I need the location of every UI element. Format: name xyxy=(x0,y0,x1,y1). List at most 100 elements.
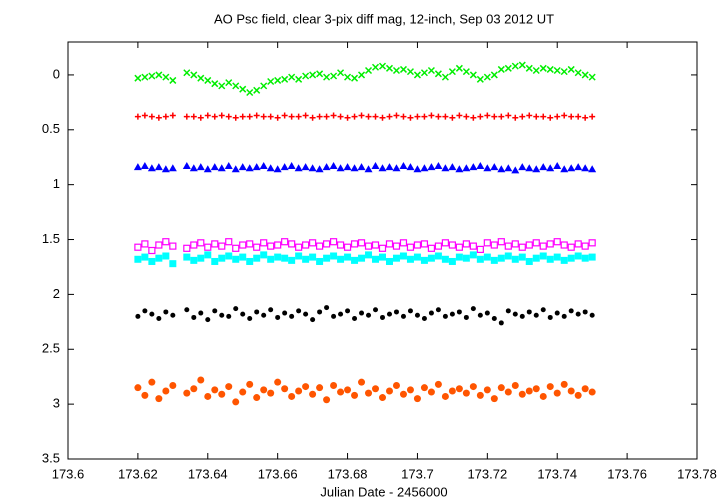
point xyxy=(420,69,428,77)
point xyxy=(309,390,317,398)
point xyxy=(484,112,491,119)
point xyxy=(135,313,141,319)
point xyxy=(232,244,240,252)
point xyxy=(260,239,268,247)
point xyxy=(226,313,232,319)
point xyxy=(288,113,295,120)
point xyxy=(407,114,414,121)
point xyxy=(476,391,484,399)
point xyxy=(336,241,345,249)
point xyxy=(406,243,415,251)
point xyxy=(434,242,443,250)
point xyxy=(476,75,484,83)
point xyxy=(267,77,275,86)
point xyxy=(448,257,456,265)
point xyxy=(462,164,471,172)
point xyxy=(483,253,491,261)
point xyxy=(225,113,232,120)
point xyxy=(546,164,555,172)
point xyxy=(134,243,142,251)
point xyxy=(344,114,351,121)
point xyxy=(455,64,463,72)
point xyxy=(218,112,225,119)
point xyxy=(483,73,491,81)
point xyxy=(546,383,554,391)
point xyxy=(505,308,511,314)
point xyxy=(330,72,338,80)
point xyxy=(372,113,379,120)
point xyxy=(532,239,540,247)
point xyxy=(337,113,344,120)
point xyxy=(343,163,352,171)
point xyxy=(448,68,456,76)
point xyxy=(386,311,392,317)
point xyxy=(302,383,310,391)
point xyxy=(260,251,268,259)
point xyxy=(211,240,219,248)
point xyxy=(434,252,442,260)
point xyxy=(211,257,219,265)
point xyxy=(553,389,561,397)
point xyxy=(253,112,260,119)
point xyxy=(511,166,520,174)
point xyxy=(588,253,596,261)
point xyxy=(317,309,323,315)
point xyxy=(589,113,596,120)
point xyxy=(156,316,162,322)
point xyxy=(463,314,469,320)
point xyxy=(498,113,505,120)
point xyxy=(168,164,177,172)
point xyxy=(330,381,338,389)
point xyxy=(296,308,302,314)
point xyxy=(218,82,226,90)
point xyxy=(288,392,296,400)
point xyxy=(546,255,554,263)
point xyxy=(169,242,177,250)
point xyxy=(245,164,254,172)
point xyxy=(309,253,317,261)
point xyxy=(497,254,505,262)
point xyxy=(309,239,317,247)
point xyxy=(274,378,282,386)
point xyxy=(219,312,225,318)
point xyxy=(169,381,177,389)
point xyxy=(560,380,568,388)
point xyxy=(547,114,554,121)
point xyxy=(330,112,337,119)
point xyxy=(477,312,483,318)
point xyxy=(421,113,428,120)
point xyxy=(147,164,156,172)
point xyxy=(239,113,246,120)
point xyxy=(268,307,274,313)
point xyxy=(407,308,413,314)
point xyxy=(357,239,366,247)
y-tick-label: 3 xyxy=(53,396,60,411)
point xyxy=(288,240,296,248)
point xyxy=(351,256,359,264)
point xyxy=(225,238,233,246)
point xyxy=(581,242,589,250)
point xyxy=(540,307,546,313)
point xyxy=(239,253,247,261)
point xyxy=(399,65,407,73)
point xyxy=(532,385,540,393)
point xyxy=(281,75,289,83)
point xyxy=(448,241,456,249)
point xyxy=(372,255,380,263)
point xyxy=(336,164,345,172)
point xyxy=(210,163,219,171)
point xyxy=(364,165,373,173)
point xyxy=(281,254,289,262)
point xyxy=(295,75,303,83)
point xyxy=(232,82,240,90)
point xyxy=(518,61,526,69)
point xyxy=(491,316,497,322)
point xyxy=(420,384,428,392)
point xyxy=(190,113,197,120)
point xyxy=(582,114,589,121)
point xyxy=(288,256,296,264)
point xyxy=(379,114,386,121)
point xyxy=(282,310,288,316)
x-axis-label: Julian Date - 2456000 xyxy=(320,484,447,499)
